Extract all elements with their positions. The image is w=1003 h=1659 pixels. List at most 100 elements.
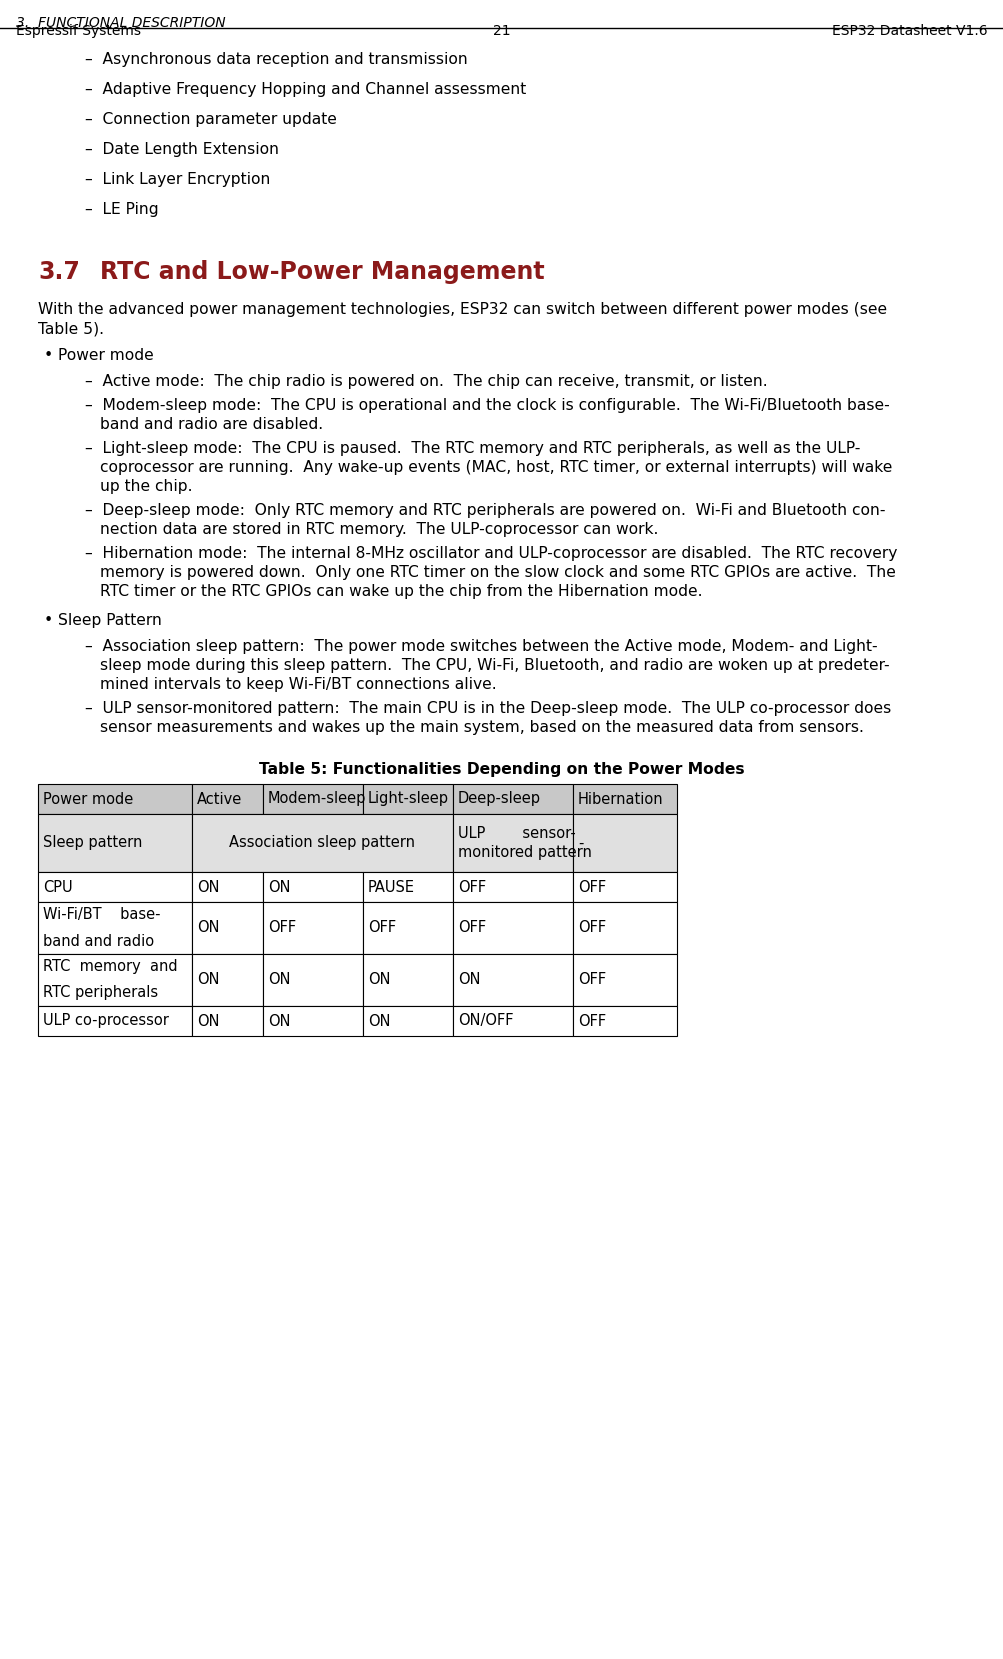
Bar <box>573 954 676 1005</box>
Text: –  Modem-sleep mode:  The CPU is operational and the clock is configurable.  The: – Modem-sleep mode: The CPU is operation… <box>85 398 889 413</box>
Text: ON: ON <box>268 879 290 894</box>
Bar <box>452 785 573 815</box>
Text: Modem-sleep: Modem-sleep <box>268 791 366 806</box>
Text: •: • <box>44 612 53 629</box>
Text: Active: Active <box>197 791 242 806</box>
Text: OFF: OFF <box>268 921 296 936</box>
Bar <box>363 785 452 815</box>
Text: –  Link Layer Encryption: – Link Layer Encryption <box>85 173 270 187</box>
Bar <box>263 785 363 815</box>
Text: 3.7: 3.7 <box>38 260 80 284</box>
Bar <box>363 1005 452 1035</box>
Bar <box>452 954 573 1005</box>
Text: With the advanced power management technologies, ESP32 can switch between differ: With the advanced power management techn… <box>38 302 887 317</box>
Bar <box>263 1005 363 1035</box>
Text: PAUSE: PAUSE <box>368 879 414 894</box>
Text: RTC timer or the RTC GPIOs can wake up the chip from the Hibernation mode.: RTC timer or the RTC GPIOs can wake up t… <box>100 584 702 599</box>
Text: –  Deep-sleep mode:  Only RTC memory and RTC peripherals are powered on.  Wi-Fi : – Deep-sleep mode: Only RTC memory and R… <box>85 503 885 518</box>
Text: Sleep pattern: Sleep pattern <box>43 836 142 851</box>
Text: ON/OFF: ON/OFF <box>457 1014 513 1029</box>
Text: Power mode: Power mode <box>43 791 133 806</box>
Text: Espressif Systems: Espressif Systems <box>16 23 140 38</box>
Text: –  Association sleep pattern:  The power mode switches between the Active mode, : – Association sleep pattern: The power m… <box>85 639 877 654</box>
Text: nection data are stored in RTC memory.  The ULP-coprocessor can work.: nection data are stored in RTC memory. T… <box>100 523 658 538</box>
Text: –  Connection parameter update: – Connection parameter update <box>85 113 337 128</box>
Text: ON: ON <box>368 972 390 987</box>
Text: ON: ON <box>457 972 480 987</box>
Text: CPU: CPU <box>43 879 72 894</box>
Text: memory is powered down.  Only one RTC timer on the slow clock and some RTC GPIOs: memory is powered down. Only one RTC tim… <box>100 566 895 581</box>
Text: 3.  FUNCTIONAL DESCRIPTION: 3. FUNCTIONAL DESCRIPTION <box>16 17 226 30</box>
Text: RTC peripherals: RTC peripherals <box>43 985 157 1000</box>
Text: ULP        sensor-: ULP sensor- <box>457 826 575 841</box>
Bar <box>363 902 452 954</box>
Text: RTC and Low-Power Management: RTC and Low-Power Management <box>100 260 544 284</box>
Text: –  Hibernation mode:  The internal 8-MHz oscillator and ULP-coprocessor are disa: – Hibernation mode: The internal 8-MHz o… <box>85 546 897 561</box>
Bar <box>573 785 676 815</box>
Text: –  Adaptive Frequency Hopping and Channel assessment: – Adaptive Frequency Hopping and Channel… <box>85 81 526 96</box>
Bar <box>192 902 263 954</box>
Text: band and radio are disabled.: band and radio are disabled. <box>100 416 323 431</box>
Text: ON: ON <box>268 972 290 987</box>
Text: OFF: OFF <box>578 879 606 894</box>
Bar <box>573 815 676 873</box>
Bar <box>192 954 263 1005</box>
Bar <box>263 954 363 1005</box>
Text: OFF: OFF <box>457 921 485 936</box>
Text: •: • <box>44 348 53 363</box>
Text: Hibernation: Hibernation <box>578 791 663 806</box>
Text: ON: ON <box>197 879 220 894</box>
Text: Wi-Fi/BT    base-: Wi-Fi/BT base- <box>43 907 160 922</box>
Bar <box>363 954 452 1005</box>
Text: sleep mode during this sleep pattern.  The CPU, Wi-Fi, Bluetooth, and radio are : sleep mode during this sleep pattern. Th… <box>100 659 889 674</box>
Text: monitored pattern: monitored pattern <box>457 844 592 859</box>
Bar <box>363 873 452 902</box>
Text: sensor measurements and wakes up the main system, based on the measured data fro: sensor measurements and wakes up the mai… <box>100 720 863 735</box>
Text: ESP32 Datasheet V1.6: ESP32 Datasheet V1.6 <box>831 23 987 38</box>
Bar <box>38 785 192 815</box>
Text: Deep-sleep: Deep-sleep <box>457 791 541 806</box>
Text: –  LE Ping: – LE Ping <box>85 202 158 217</box>
Bar <box>38 954 192 1005</box>
Text: ON: ON <box>197 1014 220 1029</box>
Bar <box>192 1005 263 1035</box>
Text: ULP co-processor: ULP co-processor <box>43 1014 169 1029</box>
Bar <box>452 873 573 902</box>
Bar <box>263 902 363 954</box>
Text: Table 5).: Table 5). <box>38 320 104 337</box>
Text: -: - <box>578 836 583 851</box>
Text: RTC  memory  and: RTC memory and <box>43 959 178 974</box>
Text: ON: ON <box>197 921 220 936</box>
Bar <box>38 815 192 873</box>
Text: Sleep Pattern: Sleep Pattern <box>58 612 161 629</box>
Text: Light-sleep: Light-sleep <box>368 791 448 806</box>
Text: –  Active mode:  The chip radio is powered on.  The chip can receive, transmit, : – Active mode: The chip radio is powered… <box>85 373 767 388</box>
Text: OFF: OFF <box>578 972 606 987</box>
Bar <box>573 1005 676 1035</box>
Bar <box>573 873 676 902</box>
Text: OFF: OFF <box>578 921 606 936</box>
Bar <box>192 785 263 815</box>
Text: OFF: OFF <box>368 921 396 936</box>
Text: band and radio: band and radio <box>43 934 154 949</box>
Text: OFF: OFF <box>578 1014 606 1029</box>
Bar <box>192 815 452 873</box>
Bar <box>38 873 192 902</box>
Text: mined intervals to keep Wi-Fi/BT connections alive.: mined intervals to keep Wi-Fi/BT connect… <box>100 677 496 692</box>
Text: up the chip.: up the chip. <box>100 479 193 494</box>
Text: Association sleep pattern: Association sleep pattern <box>230 836 415 851</box>
Bar <box>38 902 192 954</box>
Text: –  Light-sleep mode:  The CPU is paused.  The RTC memory and RTC peripherals, as: – Light-sleep mode: The CPU is paused. T… <box>85 441 860 456</box>
Text: ON: ON <box>268 1014 290 1029</box>
Text: ON: ON <box>197 972 220 987</box>
Bar <box>452 1005 573 1035</box>
Bar <box>192 873 263 902</box>
Bar <box>263 873 363 902</box>
Bar <box>452 815 573 873</box>
Text: ON: ON <box>368 1014 390 1029</box>
Text: 21: 21 <box>492 23 511 38</box>
Bar <box>452 902 573 954</box>
Text: Power mode: Power mode <box>58 348 153 363</box>
Text: Table 5: Functionalities Depending on the Power Modes: Table 5: Functionalities Depending on th… <box>259 761 744 776</box>
Text: OFF: OFF <box>457 879 485 894</box>
